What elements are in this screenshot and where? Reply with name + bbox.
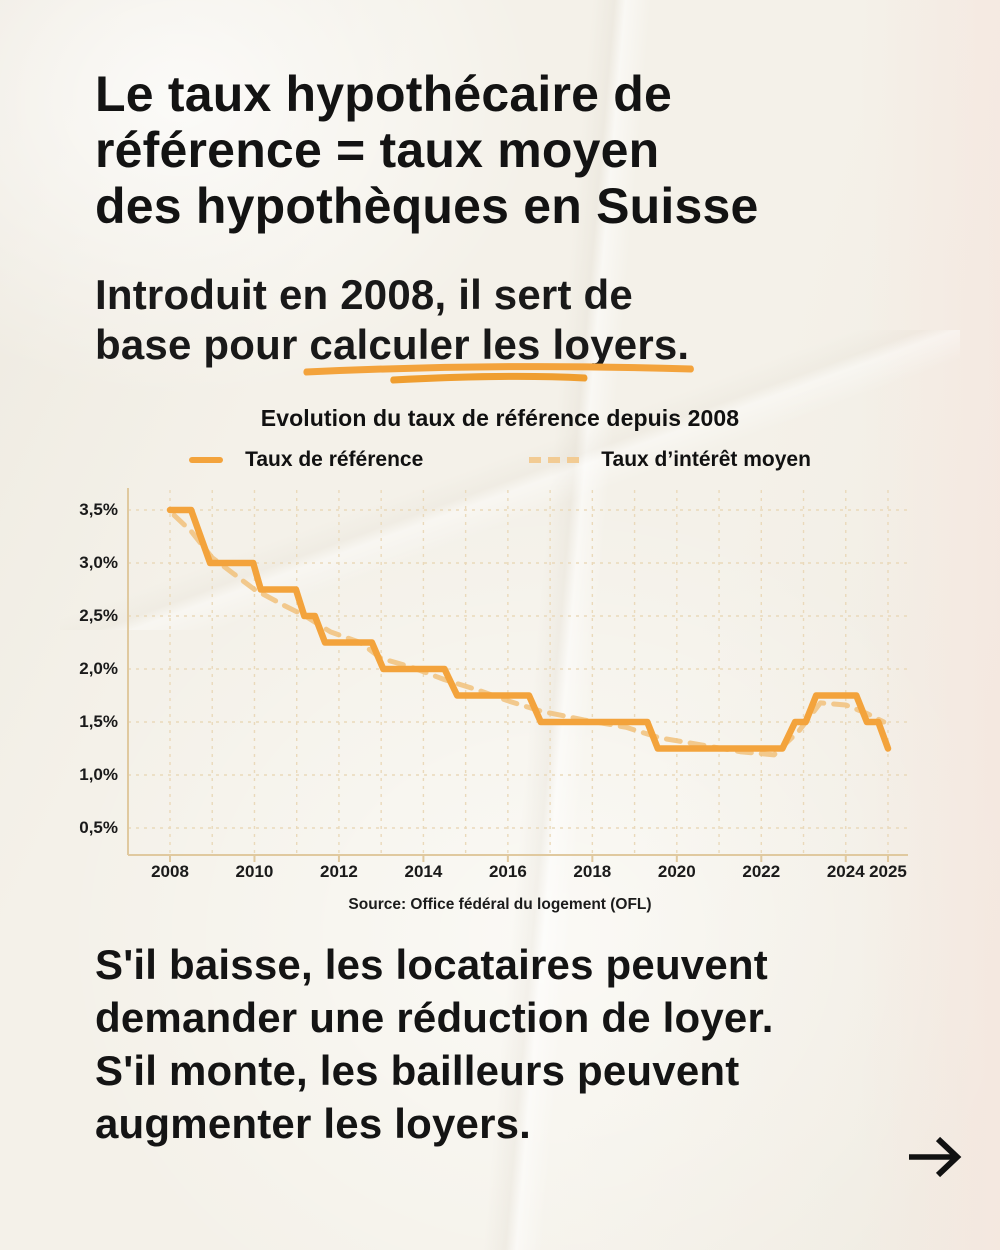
x-axis-label: 2012	[320, 862, 358, 881]
page-title: Le taux hypothécaire de référence = taux…	[95, 66, 955, 234]
intro-line-2: base pour calculer les loyers.	[95, 320, 965, 384]
rate-line-chart	[127, 488, 908, 862]
intro-line-1: Introduit en 2008, il sert de	[95, 271, 633, 318]
chart-legend: Taux de référence Taux d’intérêt moyen	[0, 448, 1000, 472]
intro-highlight-text: calculer les loyers.	[309, 321, 690, 368]
y-axis-label: 1,5%	[79, 712, 118, 731]
solid-line-swatch-icon	[189, 457, 224, 463]
y-axis-label: 3,0%	[79, 553, 118, 572]
intro-text: Introduit en 2008, il sert de base pour …	[95, 270, 965, 384]
chart-title: Evolution du taux de référence depuis 20…	[260, 405, 740, 431]
x-axis-label: 2016	[488, 862, 527, 881]
body-line-2: demander une réduction de loyer.	[95, 994, 774, 1041]
title-line-2: référence = taux moyen	[95, 122, 660, 178]
y-axis-label: 0,5%	[79, 818, 118, 837]
title-line-1: Le taux hypothécaire de	[95, 66, 672, 122]
x-axis-label: 2014	[404, 862, 443, 881]
x-axis-label: 2025	[869, 862, 907, 881]
legend-label-reference: Taux de référence	[245, 448, 424, 471]
x-axis-label: 2020	[657, 862, 696, 881]
body-line-1: S'il baisse, les locataires peuvent	[95, 941, 768, 988]
chart-source: Source: Office fédéral du logement (OFL)	[348, 896, 652, 913]
marker-underline-icon	[303, 363, 695, 384]
x-axis-label: 2022	[742, 862, 781, 881]
x-axis-label: 2008	[151, 862, 189, 881]
intro-line-2-prefix: base pour	[95, 321, 310, 368]
body-line-4: augmenter les loyers.	[95, 1100, 532, 1147]
x-axis-label: 2010	[235, 862, 274, 881]
next-arrow-icon[interactable]	[905, 1132, 969, 1182]
x-axis-label: 2024	[826, 862, 865, 881]
dashed-line-swatch-icon	[529, 457, 580, 463]
body-text: S'il baisse, les locataires peuvent dema…	[95, 938, 975, 1150]
x-axis-label: 2018	[573, 862, 612, 881]
legend-label-average: Taux d’intérêt moyen	[601, 448, 811, 471]
y-axis-label: 2,0%	[79, 659, 118, 678]
title-line-3: des hypothèques en Suisse	[95, 178, 759, 234]
intro-highlighted-phrase: calculer les loyers.	[303, 320, 695, 384]
y-axis-label: 3,5%	[79, 500, 118, 519]
y-axis-label: 1,0%	[79, 765, 118, 784]
body-line-3: S'il monte, les bailleurs peuvent	[95, 1047, 740, 1094]
y-axis-label: 2,5%	[79, 606, 118, 625]
